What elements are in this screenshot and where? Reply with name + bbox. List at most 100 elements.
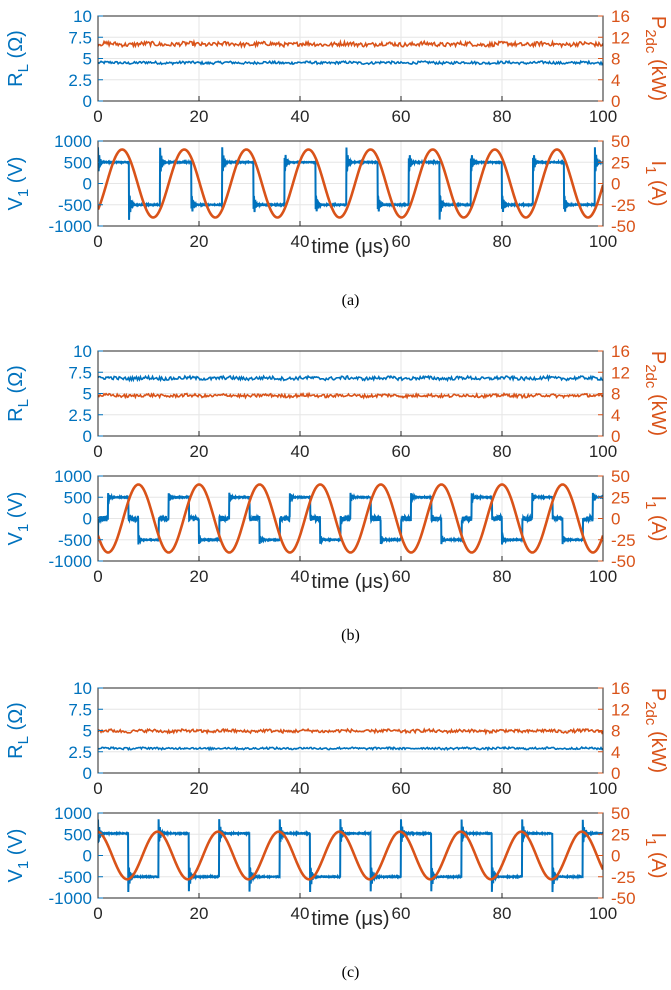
x-tick-label: 0 xyxy=(93,904,102,923)
right-axis-label: P2dc (kW) xyxy=(642,351,669,436)
x-tick-label: 20 xyxy=(190,232,209,251)
right-tick-label: 25 xyxy=(611,488,630,507)
series-right-trace xyxy=(98,727,603,736)
x-tick-label: 0 xyxy=(93,779,102,798)
x-axis-label: time (μs) xyxy=(311,571,389,593)
right-axis-label: I1 (A) xyxy=(642,832,669,878)
x-tick-label: 100 xyxy=(589,779,617,798)
x-tick-label: 60 xyxy=(392,904,411,923)
x-tick-label: 80 xyxy=(493,107,512,126)
x-tick-label: 40 xyxy=(291,779,310,798)
left-axis-label: V1 (V) xyxy=(5,492,32,546)
right-tick-label: 4 xyxy=(611,406,620,425)
series-group xyxy=(98,483,603,554)
right-tick-label: 12 xyxy=(611,700,630,719)
series-group xyxy=(98,38,603,66)
right-axis-label: P2dc (kW) xyxy=(642,16,669,101)
x-tick-label: 80 xyxy=(493,442,512,461)
right-tick-label: 4 xyxy=(611,743,620,762)
left-tick-label: 500 xyxy=(64,153,92,172)
right-axis-label: I1 (A) xyxy=(642,160,669,206)
left-tick-label: 7.5 xyxy=(68,700,92,719)
x-tick-label: 60 xyxy=(392,107,411,126)
x-tick-label: 0 xyxy=(93,232,102,251)
right-tick-label: 8 xyxy=(611,722,620,741)
left-tick-label: 500 xyxy=(64,488,92,507)
series-left-trace xyxy=(98,745,603,752)
x-tick-label: 20 xyxy=(190,567,209,586)
left-tick-label: 10 xyxy=(73,7,92,26)
left-tick-label: 1000 xyxy=(54,804,92,823)
right-tick-label: -25 xyxy=(611,531,636,550)
x-tick-label: 80 xyxy=(493,904,512,923)
left-axis-label: RL (Ω) xyxy=(5,30,32,87)
left-tick-label: 10 xyxy=(73,342,92,361)
left-tick-label: 2.5 xyxy=(68,406,92,425)
left-tick-label: 5 xyxy=(83,50,92,69)
series-group xyxy=(98,727,603,752)
right-tick-label: 25 xyxy=(611,153,630,172)
current-sine-trace xyxy=(98,483,603,554)
left-tick-label: -500 xyxy=(58,531,92,550)
series-group xyxy=(98,819,603,893)
right-tick-label: 0 xyxy=(611,764,620,783)
right-axis-label: P2dc (kW) xyxy=(642,688,669,773)
series-right-trace xyxy=(98,391,603,400)
right-tick-label: 16 xyxy=(611,679,630,698)
left-tick-label: 0 xyxy=(83,510,92,529)
x-tick-label: 40 xyxy=(291,232,310,251)
left-tick-label: 0 xyxy=(83,175,92,194)
x-tick-label: 80 xyxy=(493,232,512,251)
left-tick-label: -1000 xyxy=(49,552,92,571)
right-tick-label: -50 xyxy=(611,552,636,571)
right-tick-label: 0 xyxy=(611,847,620,866)
panel-caption: (b) xyxy=(341,627,360,644)
left-tick-label: 10 xyxy=(73,679,92,698)
left-axis-label: RL (Ω) xyxy=(5,702,32,759)
right-tick-label: 16 xyxy=(611,342,630,361)
right-tick-label: 0 xyxy=(611,427,620,446)
left-tick-label: 2.5 xyxy=(68,71,92,90)
left-tick-label: 0 xyxy=(83,847,92,866)
x-tick-label: 80 xyxy=(493,567,512,586)
x-tick-label: 100 xyxy=(589,904,617,923)
right-tick-label: 8 xyxy=(611,50,620,69)
current-sine-trace xyxy=(98,830,603,881)
left-tick-label: 7.5 xyxy=(68,28,92,47)
right-tick-label: 8 xyxy=(611,385,620,404)
x-tick-label: 40 xyxy=(291,567,310,586)
left-tick-label: 2.5 xyxy=(68,743,92,762)
right-tick-label: -25 xyxy=(611,868,636,887)
voltage-square-trace xyxy=(98,147,603,220)
left-tick-label: 7.5 xyxy=(68,363,92,382)
voltage-square-trace xyxy=(98,819,603,893)
right-tick-label: -25 xyxy=(611,196,636,215)
left-tick-label: 0 xyxy=(83,764,92,783)
left-axis-label: V1 (V) xyxy=(5,829,32,883)
right-axis-label: I1 (A) xyxy=(642,495,669,541)
right-tick-label: 50 xyxy=(611,467,630,486)
x-axis-label: time (μs) xyxy=(311,908,389,930)
voltage-square-trace xyxy=(98,492,603,546)
left-tick-label: 0 xyxy=(83,427,92,446)
left-axis-label: RL (Ω) xyxy=(5,365,32,422)
left-axis-label: V1 (V) xyxy=(5,157,32,211)
x-axis-label: time (μs) xyxy=(311,236,389,258)
x-tick-label: 100 xyxy=(589,107,617,126)
series-group xyxy=(98,147,603,220)
left-tick-label: -500 xyxy=(58,196,92,215)
right-tick-label: -50 xyxy=(611,217,636,236)
series-left-trace xyxy=(98,59,603,66)
right-tick-label: 50 xyxy=(611,804,630,823)
left-tick-label: -500 xyxy=(58,868,92,887)
x-tick-label: 0 xyxy=(93,567,102,586)
x-tick-label: 60 xyxy=(392,232,411,251)
x-tick-label: 0 xyxy=(93,107,102,126)
left-tick-label: 1000 xyxy=(54,132,92,151)
